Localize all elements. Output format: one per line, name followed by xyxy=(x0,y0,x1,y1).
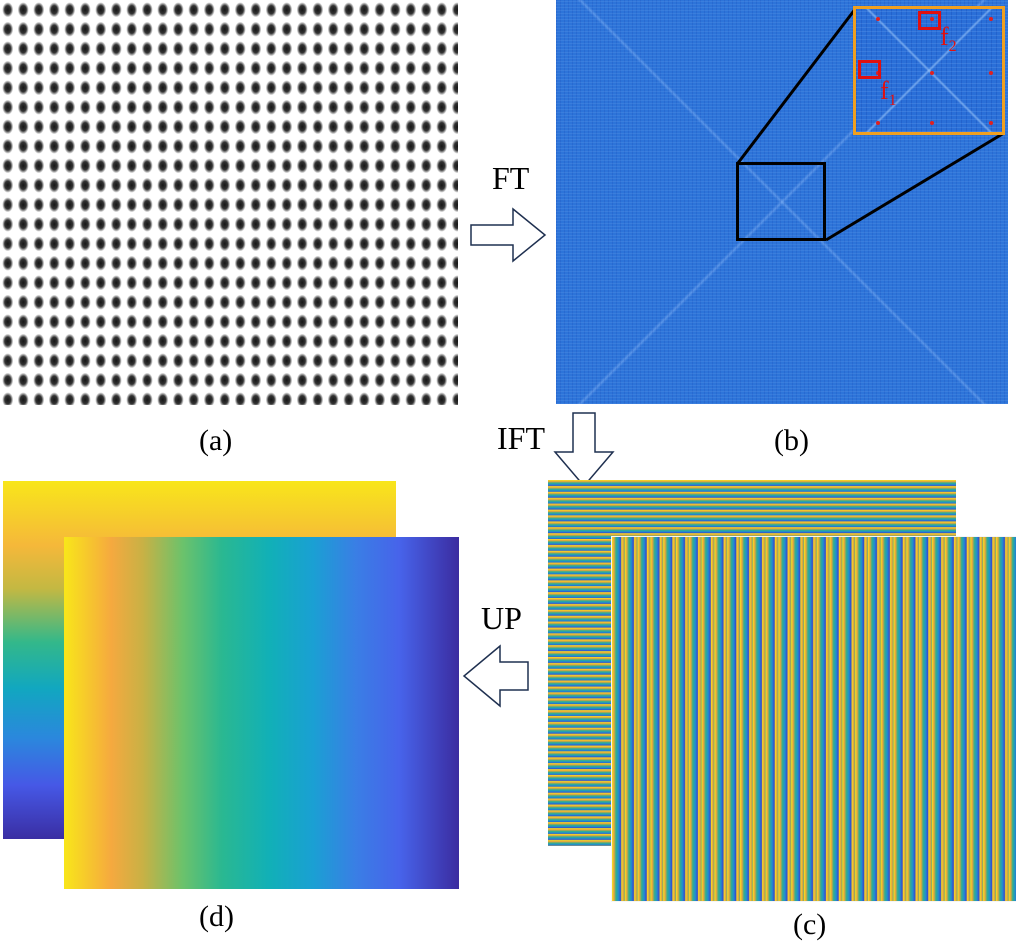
f2-marker-box xyxy=(918,11,941,30)
label-c: (c) xyxy=(793,908,827,941)
label-d: (d) xyxy=(199,900,234,933)
f1-marker-box xyxy=(858,60,881,79)
ft-label: FT xyxy=(492,160,530,196)
dot-lattice-image xyxy=(0,0,458,405)
up-label: UP xyxy=(481,600,522,636)
label-b: (b) xyxy=(774,424,809,457)
f2-label: f2 xyxy=(940,22,957,56)
ift-arrow-icon xyxy=(553,412,615,488)
unwrapped-phase-horizontal-image xyxy=(64,537,459,889)
ift-label: IFT xyxy=(497,420,545,456)
ft-arrow-icon xyxy=(470,207,547,263)
zoom-region-box xyxy=(736,162,826,241)
f1-label: f1 xyxy=(880,76,897,110)
label-a: (a) xyxy=(199,424,233,457)
vertical-fringe-image xyxy=(612,537,1016,901)
up-arrow-icon xyxy=(462,644,529,708)
